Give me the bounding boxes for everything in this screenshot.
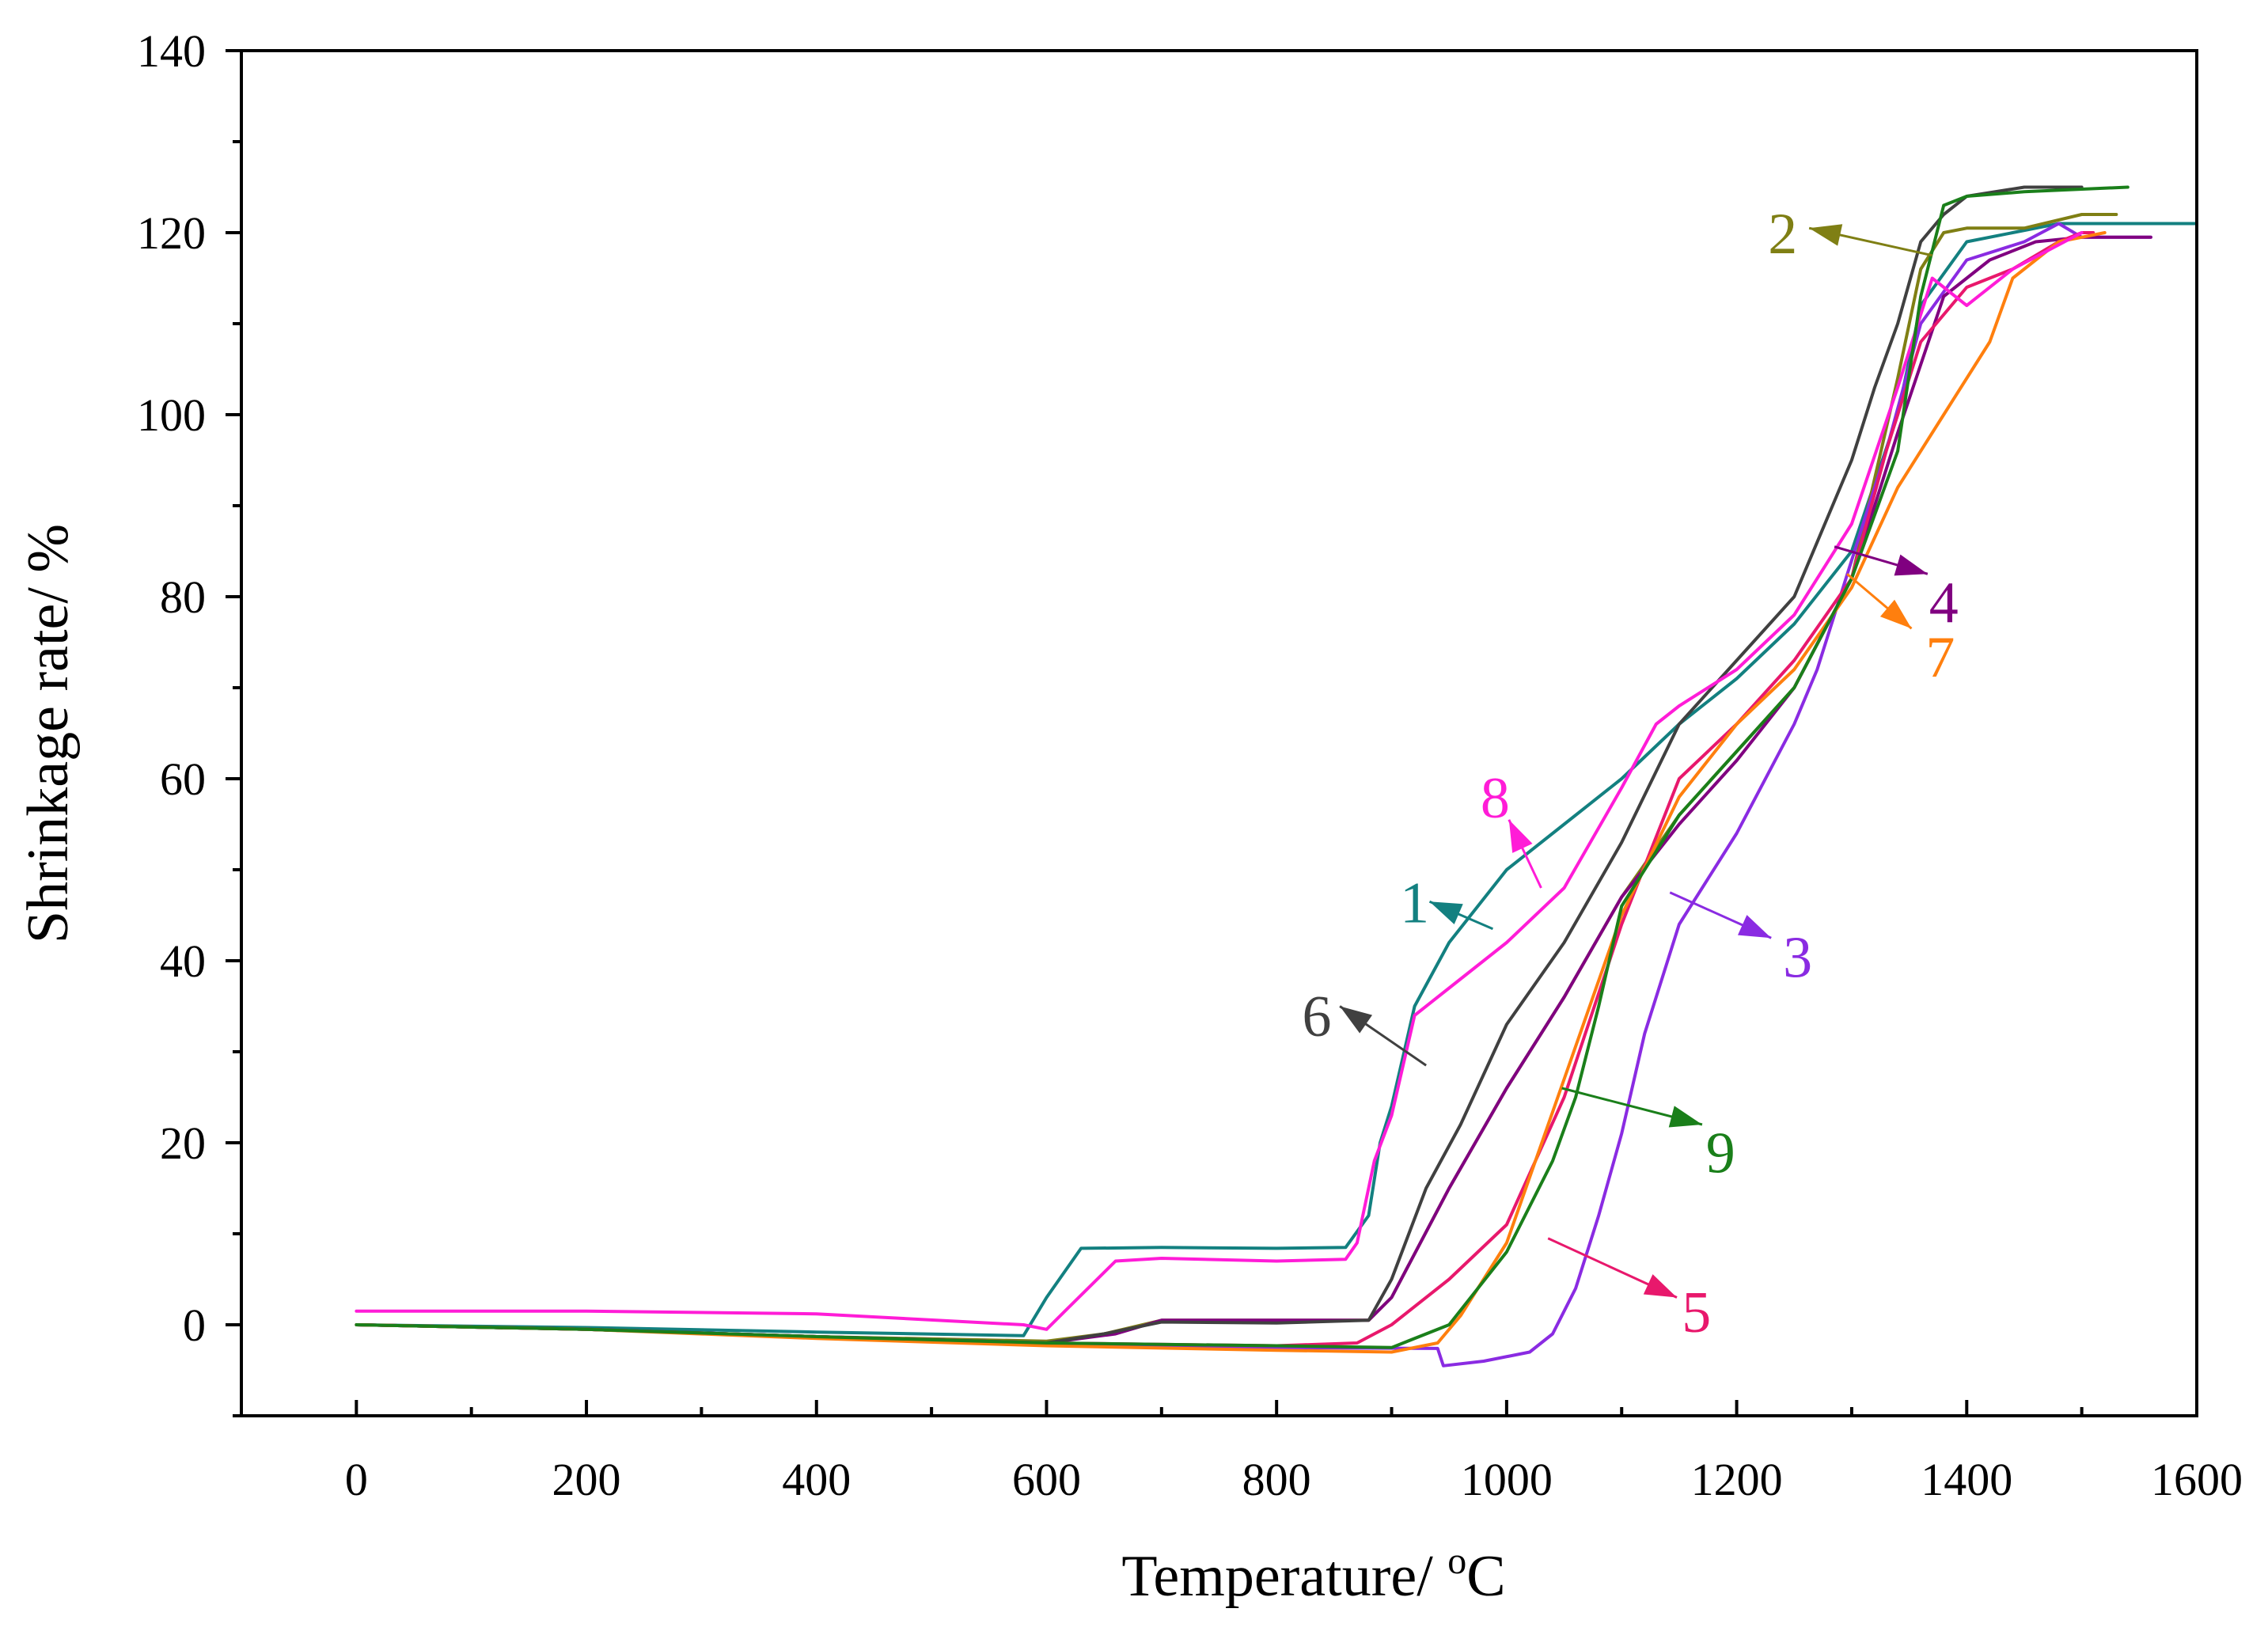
annotation-layer: 1 2 3 4 5 6 7 8 9 — [1303, 202, 1959, 1345]
annotation-label-5: 5 — [1682, 1280, 1711, 1345]
annotation-arrowhead-5 — [1643, 1274, 1678, 1298]
series-layer — [355, 185, 2198, 1368]
annotation-label-8: 8 — [1481, 766, 1510, 831]
x-axis-title: Temperature/ oC — [1121, 1540, 1505, 1609]
y-tick-label: 40 — [160, 935, 206, 987]
annotation-arrowhead-9 — [1668, 1106, 1702, 1128]
series-line-6 — [355, 185, 2084, 1345]
annotation-label-2: 2 — [1768, 202, 1797, 267]
annotation-arrowhead-2 — [1809, 224, 1843, 246]
x-tick-label: 400 — [782, 1454, 851, 1505]
x-axis-title-unit: C — [1466, 1544, 1505, 1609]
x-tick-label: 800 — [1242, 1454, 1311, 1505]
series-line-7 — [355, 231, 2107, 1354]
x-tick-label: 0 — [345, 1454, 368, 1505]
x-tick-label: 1600 — [2151, 1454, 2243, 1505]
annotation-label-4: 4 — [1929, 571, 1959, 635]
y-tick-label: 80 — [160, 571, 206, 623]
annotation-label-6: 6 — [1303, 984, 1332, 1049]
x-axis-title-text: Temperature/ — [1121, 1544, 1447, 1609]
y-tick-label: 100 — [137, 389, 206, 441]
tick-layer: 0 200 400 600 800 1000 1200 1400 1600 0 20 40 60 80 10… — [137, 25, 2243, 1505]
annotation-label-1: 1 — [1400, 871, 1429, 935]
y-tick-label: 60 — [160, 753, 206, 805]
y-tick-label: 140 — [137, 25, 206, 77]
x-tick-label: 200 — [552, 1454, 621, 1505]
annotation-label-3: 3 — [1783, 925, 1812, 990]
plot-frame — [240, 49, 2198, 1417]
annotation-arrowhead-4 — [1894, 554, 1928, 576]
annotation-arrowhead-7 — [1879, 599, 1912, 629]
x-tick-label: 1200 — [1691, 1454, 1783, 1505]
x-tick-label: 1000 — [1461, 1454, 1553, 1505]
annotation-arrowhead-6 — [1340, 1006, 1373, 1034]
annotation-arrowhead-3 — [1737, 915, 1772, 939]
y-tick-label: 120 — [137, 207, 206, 259]
y-tick-label: 20 — [160, 1117, 206, 1169]
annotation-arrowhead-1 — [1429, 901, 1463, 924]
annotation-arrowhead-8 — [1508, 819, 1533, 853]
series-line-8 — [355, 231, 2084, 1331]
y-axis-title: Shrinkage rate/ % — [16, 524, 81, 943]
series-line-9 — [355, 185, 2130, 1349]
x-axis-title-superscript: o — [1447, 1540, 1466, 1582]
y-tick-label: 0 — [183, 1299, 206, 1351]
x-tick-label: 600 — [1012, 1454, 1081, 1505]
annotation-label-7: 7 — [1925, 625, 1955, 690]
annotation-label-9: 9 — [1706, 1121, 1735, 1186]
x-tick-label: 1400 — [1921, 1454, 2012, 1505]
